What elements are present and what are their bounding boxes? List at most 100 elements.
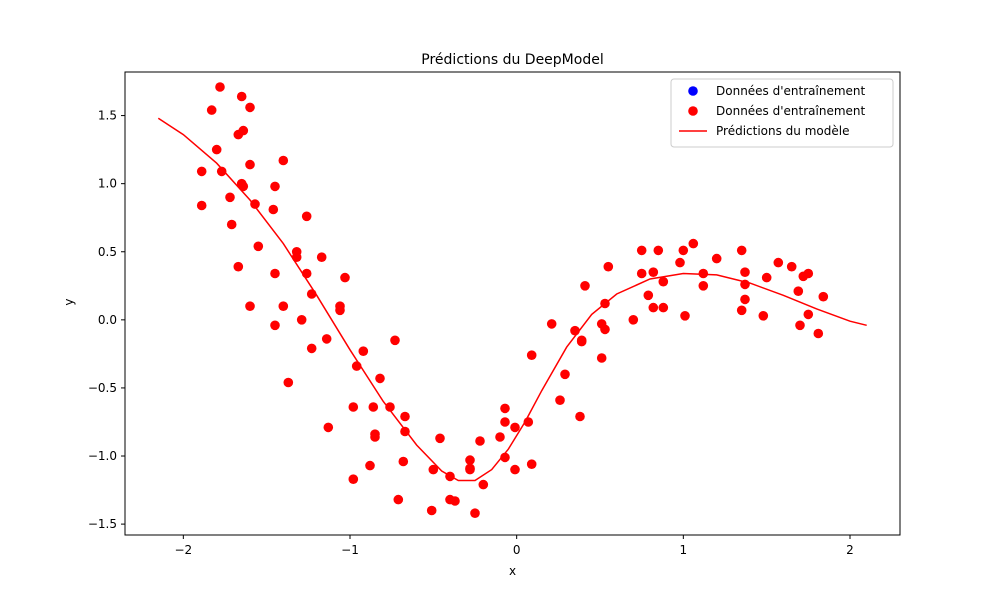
data-point-1-76 [555,395,565,406]
data-point-1-106 [740,267,750,278]
data-point-1-71 [510,422,520,433]
data-point-1-96 [658,276,669,287]
data-point-1-19 [268,204,279,215]
y-tick-label: 0.0 [98,313,117,327]
data-point-1-60 [465,455,475,465]
data-point-1-118 [813,328,824,339]
prediction-line [157,117,867,482]
data-point-1-13 [238,181,249,192]
data-point-1-6 [225,192,235,203]
data-point-1-24 [278,301,289,312]
data-point-1-88 [628,315,639,325]
axes-frame [124,71,901,536]
chart-title: Prédictions du DeepModel [421,52,603,68]
data-point-1-98 [678,245,689,256]
data-point-1-104 [736,245,747,256]
data-point-1-117 [803,309,814,320]
data-point-1-113 [793,286,804,297]
data-point-1-86 [600,324,610,335]
data-point-1-66 [495,432,505,442]
plot-area [157,82,867,518]
x-tick-label: 2 [846,543,854,557]
data-point-1-54 [426,505,437,516]
data-point-1-1 [196,200,207,211]
data-point-1-22 [270,320,280,331]
data-point-1-109 [758,311,769,321]
data-point-1-15 [245,159,255,170]
data-point-1-10 [236,91,247,102]
data-point-1-3 [211,144,222,155]
data-point-1-70 [510,464,520,475]
data-point-1-99 [680,311,690,321]
axes: −2 −1 0 1 2 −1.5 −1.0 −0.5 0.0 0.5 1.0 1.5 [88,71,901,557]
y-axis-label: y [62,298,76,305]
data-point-1-33 [316,252,327,262]
data-point-1-29 [301,211,312,222]
data-point-1-12 [238,125,249,136]
data-point-1-0 [196,166,207,177]
data-point-1-101 [698,268,709,279]
y-tick-label: −1.0 [88,449,117,463]
data-point-1-119 [818,291,829,302]
data-point-1-102 [698,281,709,291]
data-point-1-75 [546,319,557,329]
data-point-1-9 [233,261,244,272]
data-point-1-110 [761,272,772,283]
x-tick-label: −1 [341,543,359,557]
data-point-1-44 [368,402,379,412]
data-point-1-103 [711,253,722,264]
data-point-1-65 [478,479,489,490]
data-point-1-67 [500,403,510,414]
data-point-1-94 [653,245,664,256]
data-point-1-21 [270,268,280,279]
data-point-1-32 [306,343,317,354]
x-axis-label: x [509,564,516,578]
data-point-1-69 [500,452,510,463]
data-point-1-92 [648,267,659,278]
legend-label: Prédictions du modèle [716,124,849,138]
data-point-1-68 [500,417,510,427]
data-point-1-79 [575,411,585,422]
data-point-1-56 [435,433,445,444]
data-point-1-25 [283,377,294,388]
data-point-1-50 [393,494,404,505]
data-point-1-87 [603,261,614,272]
data-point-1-18 [253,241,264,252]
data-point-1-47 [375,373,385,384]
data-point-1-91 [643,290,654,301]
data-point-1-38 [340,272,350,283]
data-point-1-39 [348,402,359,412]
data-point-1-100 [688,238,699,249]
data-point-1-52 [400,411,410,422]
data-point-1-37 [335,305,345,316]
data-point-1-49 [390,335,400,346]
data-point-1-116 [803,268,814,279]
data-point-1-17 [250,199,260,209]
data-point-1-111 [773,257,784,268]
data-point-1-27 [291,252,302,262]
x-tick-label: 1 [680,543,688,557]
data-point-1-82 [580,281,590,291]
data-point-1-2 [206,105,217,115]
legend-dot-swatch [688,86,698,96]
legend-label: Données d'entraînement [716,104,866,118]
data-point-1-20 [270,181,280,192]
data-point-1-64 [475,436,485,446]
y-tick-label: 0.5 [98,245,117,259]
data-point-1-62 [465,463,475,474]
data-point-1-35 [323,422,334,433]
data-point-1-5 [216,166,227,177]
legend-label: Données d'entraînement [716,84,866,98]
data-point-1-51 [398,456,409,467]
data-point-1-83 [596,353,607,363]
data-point-1-81 [576,336,587,347]
data-point-1-112 [786,261,797,272]
data-point-1-63 [470,508,480,518]
data-point-1-105 [736,305,747,316]
data-point-1-114 [795,320,805,331]
data-point-1-14 [245,102,255,113]
x-tick-label: 0 [513,543,521,557]
data-point-1-43 [365,460,375,471]
y-tick-label: 1.0 [98,177,117,191]
legend: Données d'entraînement Données d'entraîne… [670,78,894,148]
